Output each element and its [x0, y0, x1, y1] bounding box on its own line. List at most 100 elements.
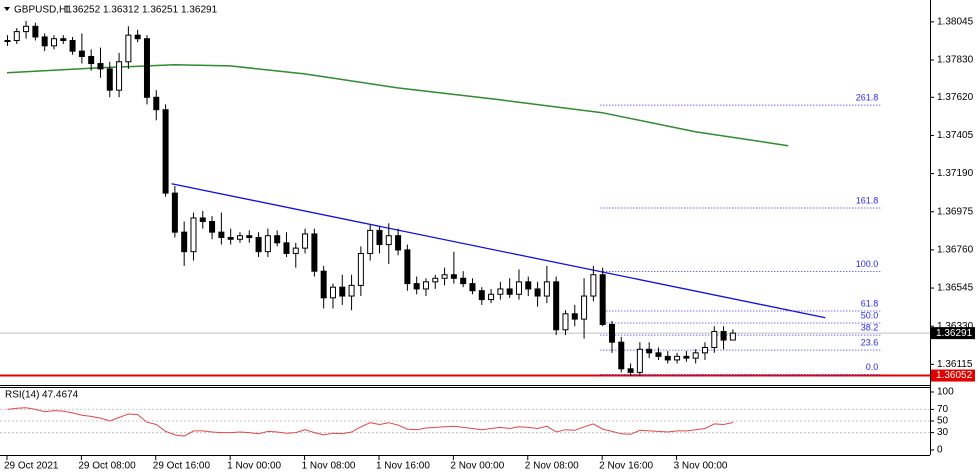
candle-body	[701, 347, 708, 354]
candle-body	[302, 233, 309, 249]
red-line-box	[931, 369, 975, 382]
candle-body	[478, 290, 485, 301]
rsi-tick-label: 0	[937, 445, 943, 456]
candle-body	[218, 231, 225, 238]
y-tick-label: 1.37620	[937, 92, 974, 103]
candle-body	[125, 34, 132, 63]
last-low: 1.36251	[142, 5, 179, 16]
fib-label: 50.0	[861, 310, 879, 320]
candle-body	[23, 25, 30, 33]
candle-body	[674, 355, 681, 361]
x-tick-label: 29 Oct 08:00	[78, 461, 136, 472]
candle-body	[422, 281, 429, 290]
candle-body	[134, 34, 141, 40]
rsi-tick-label: 70	[937, 404, 949, 415]
candle-body	[506, 288, 513, 295]
candle-body	[255, 236, 262, 253]
candle-body	[590, 274, 597, 297]
x-tick-label: 3 Nov 00:00	[674, 461, 728, 472]
fib-label: 61.8	[861, 298, 879, 308]
candle-body	[348, 284, 355, 297]
candle-body	[190, 217, 197, 253]
candle-body	[497, 288, 504, 295]
y-tick-label: 1.36115	[937, 359, 973, 370]
candle-body	[571, 313, 578, 320]
candle-body	[181, 231, 188, 253]
y-tick-label: 1.36760	[937, 245, 974, 256]
fib-label: 38.2	[861, 322, 879, 332]
x-tick-label: 1 Nov 08:00	[302, 461, 356, 472]
candle-body	[227, 236, 234, 240]
candle-body	[78, 50, 85, 57]
menu-arrow	[4, 7, 10, 11]
candle-body	[581, 295, 588, 320]
candle-body	[711, 331, 718, 349]
candle-body	[683, 355, 690, 359]
x-tick-label: 2 Nov 00:00	[450, 461, 504, 472]
y-tick-label: 1.36330	[937, 321, 974, 332]
fib-label: 261.8	[856, 92, 879, 102]
x-tick-label: 29 Oct 2021	[4, 461, 59, 472]
candle-body	[395, 235, 402, 251]
chart-title: GBPUSD,H1	[14, 5, 72, 16]
y-tick-label: 1.38045	[937, 16, 974, 27]
rsi-tick-label: 100	[937, 387, 954, 398]
candle-body	[236, 235, 243, 240]
candle-body	[413, 283, 420, 290]
candle-body	[646, 348, 653, 354]
candle-body	[97, 63, 104, 70]
x-tick-label: 1 Nov 16:00	[376, 461, 430, 472]
candle-body	[32, 25, 39, 38]
candle-body	[432, 277, 439, 283]
candle-body	[88, 55, 95, 65]
fib-label: 161.8	[856, 195, 879, 205]
candle-body	[162, 109, 169, 194]
candle-body	[106, 68, 113, 91]
candle-body	[246, 235, 253, 238]
x-tick-label: 29 Oct 16:00	[153, 461, 211, 472]
candle-body	[664, 355, 671, 361]
moving-average	[6, 64, 789, 147]
last-high: 1.36312	[103, 5, 140, 16]
fib-label: 0.0	[866, 362, 879, 372]
candle-body	[441, 274, 448, 279]
candle-body	[311, 233, 318, 272]
candle-body	[729, 332, 736, 341]
y-tick-label: 1.36975	[937, 206, 974, 217]
candle-body	[627, 368, 634, 373]
candle-body	[692, 352, 699, 359]
candle-body	[720, 331, 727, 341]
candle-body	[209, 221, 216, 233]
candle-body	[608, 323, 615, 343]
candle-body	[320, 270, 327, 299]
candle-body	[404, 249, 411, 285]
candle-body	[329, 286, 336, 299]
candle-body	[376, 229, 383, 246]
x-tick-label: 1 Nov 00:00	[227, 461, 281, 472]
candle-body	[41, 36, 48, 47]
candle-body	[50, 38, 57, 47]
candle-body	[143, 38, 150, 98]
candle-body	[357, 252, 364, 286]
rsi-tick-label: 30	[937, 427, 949, 438]
candle-body	[450, 274, 457, 279]
candle-body	[171, 192, 178, 233]
last-open: 1.36252	[64, 5, 101, 16]
candle-body	[264, 235, 271, 253]
candle-body	[283, 242, 290, 254]
last-close: 1.36291	[181, 5, 218, 16]
candle-body	[69, 39, 76, 52]
candle-body	[13, 31, 20, 41]
candle-body	[4, 39, 11, 42]
rsi-line	[7, 407, 734, 437]
candle-body	[553, 281, 560, 331]
candle-body	[153, 96, 160, 111]
candle-body	[562, 313, 569, 331]
rsi-last-value: 47.4674	[42, 390, 79, 401]
candle-body	[385, 235, 392, 246]
candle-body	[292, 247, 299, 254]
rsi-name: RSI(14)	[5, 390, 39, 401]
